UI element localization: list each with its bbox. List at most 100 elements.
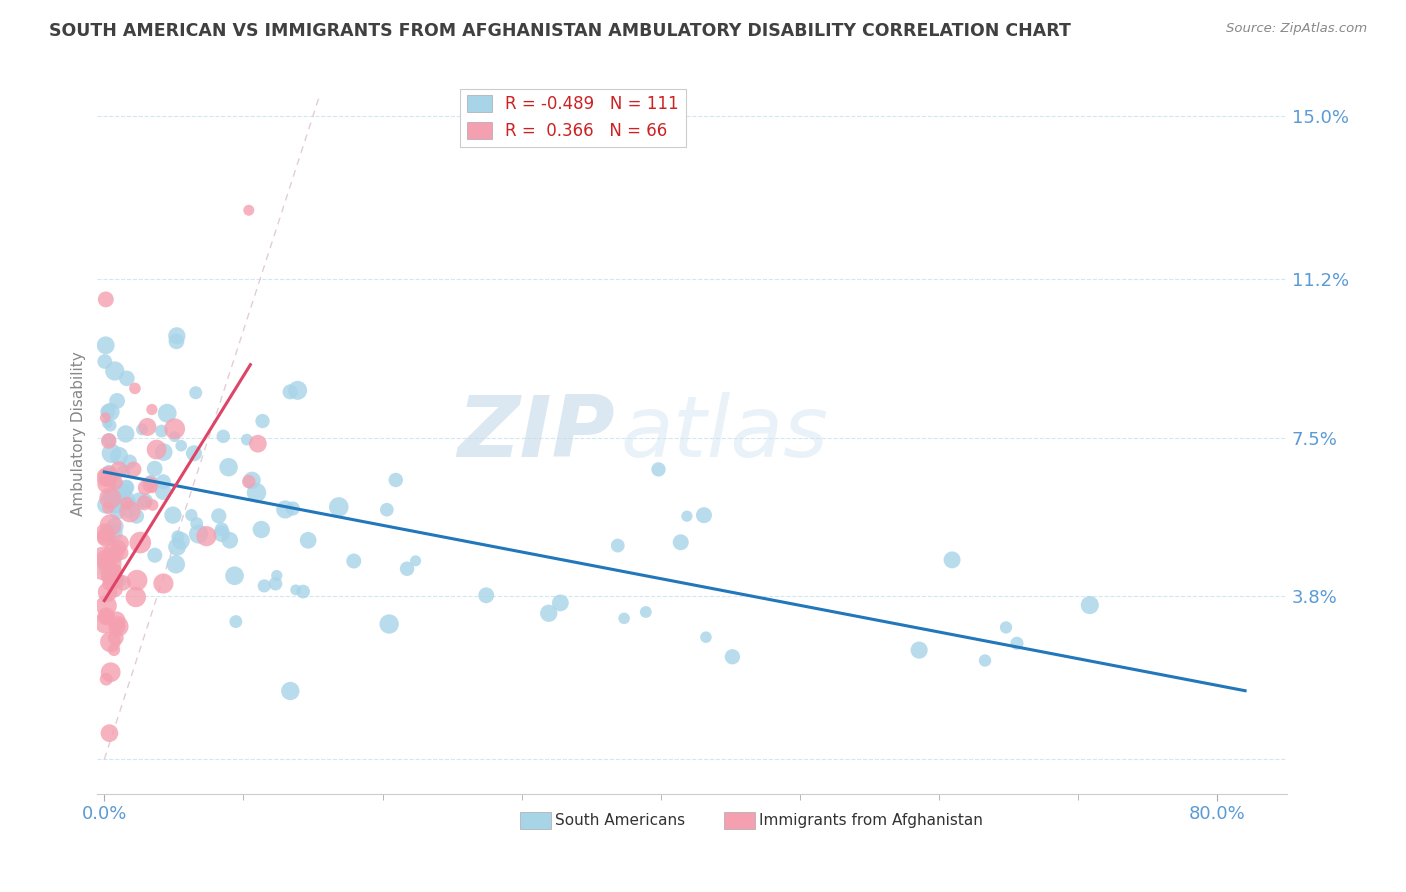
Point [125, 590, 148, 604]
Point [550, 596, 572, 610]
Point [97, 569, 120, 583]
Point [105, 505, 128, 519]
Point [97, 469, 120, 483]
Point [94, 553, 117, 567]
Point [107, 541, 129, 555]
Point [108, 574, 131, 588]
Point [166, 540, 188, 554]
Point [693, 508, 716, 523]
Point [124, 381, 146, 395]
Point [139, 477, 162, 491]
Point [165, 334, 187, 349]
Point [120, 497, 142, 511]
Point [145, 442, 167, 457]
Point [184, 385, 207, 400]
Point [97, 500, 120, 515]
Point [218, 460, 240, 475]
Point [94, 338, 117, 352]
Point [941, 553, 963, 567]
Point [114, 426, 136, 441]
Point [378, 617, 401, 632]
Point [165, 558, 187, 572]
Point [278, 384, 301, 399]
Point [211, 522, 233, 536]
Point [136, 420, 159, 434]
Point [218, 533, 240, 548]
Point [94, 609, 117, 624]
Point [129, 535, 152, 549]
Point [97, 434, 120, 448]
Point [695, 630, 717, 644]
Point [94, 410, 117, 425]
Point [134, 496, 156, 510]
Point [107, 619, 129, 633]
Point [170, 533, 193, 548]
Point [94, 530, 117, 544]
Point [405, 554, 427, 568]
Point [131, 422, 153, 436]
Point [163, 422, 186, 436]
Y-axis label: Ambulatory Disability: Ambulatory Disability [72, 351, 86, 516]
Point [125, 574, 148, 588]
Point [995, 620, 1018, 634]
Point [94, 293, 117, 307]
Point [104, 582, 127, 596]
Point [224, 568, 246, 582]
Point [150, 424, 173, 438]
Point [96, 530, 118, 544]
Point [142, 498, 165, 512]
Text: Immigrants from Afghanistan: Immigrants from Afghanistan [759, 813, 983, 828]
Point [96, 672, 118, 686]
Point [208, 508, 231, 523]
Point [183, 446, 205, 460]
Point [180, 508, 202, 523]
Point [135, 494, 157, 508]
Point [162, 508, 184, 522]
Point [104, 618, 127, 632]
Point [264, 576, 287, 591]
Point [107, 619, 129, 633]
Point [143, 548, 166, 562]
Point [606, 539, 628, 553]
Point [266, 568, 288, 582]
Point [97, 490, 120, 504]
Point [104, 631, 127, 645]
Point [139, 475, 162, 489]
Point [97, 405, 120, 419]
Point [108, 449, 131, 463]
Point [122, 462, 145, 476]
Point [103, 643, 125, 657]
Point [94, 498, 117, 512]
Point [107, 492, 129, 507]
Point [152, 484, 174, 499]
Point [97, 585, 120, 599]
Point [100, 446, 122, 460]
Point [240, 474, 263, 488]
Point [96, 477, 118, 491]
Point [669, 535, 692, 549]
Point [96, 417, 118, 431]
Point [647, 462, 669, 476]
Point [100, 518, 122, 533]
Text: Source: ZipAtlas.com: Source: ZipAtlas.com [1226, 22, 1367, 36]
Point [125, 509, 148, 524]
Point [105, 393, 128, 408]
Point [105, 478, 128, 492]
Point [211, 526, 233, 541]
Point [292, 584, 315, 599]
Text: South Americans: South Americans [555, 813, 686, 828]
Point [152, 576, 174, 591]
Point [110, 491, 132, 506]
Point [537, 607, 560, 621]
Point [252, 414, 274, 428]
Point [98, 433, 121, 447]
Point [253, 579, 276, 593]
Point [104, 496, 127, 510]
Point [236, 433, 259, 447]
Point [96, 553, 118, 567]
Point [166, 530, 188, 544]
Point [97, 577, 120, 591]
Point [96, 556, 118, 570]
Point [1005, 636, 1028, 650]
Point [141, 402, 163, 417]
